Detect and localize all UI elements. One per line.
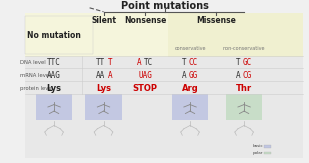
Text: AAG: AAG [47, 71, 61, 80]
Text: Lys: Lys [47, 84, 61, 93]
Text: Arg: Arg [182, 84, 198, 93]
Text: Point mutations: Point mutations [121, 1, 209, 11]
Text: Lys: Lys [96, 84, 111, 93]
Text: Thr: Thr [236, 84, 252, 93]
Text: Nonsense: Nonsense [124, 16, 167, 25]
FancyBboxPatch shape [226, 94, 263, 120]
Text: TT: TT [96, 58, 105, 67]
Text: Missense: Missense [196, 16, 236, 25]
Text: A: A [182, 71, 186, 80]
Text: polar: polar [253, 151, 263, 155]
FancyBboxPatch shape [168, 13, 303, 57]
Text: CC: CC [188, 58, 198, 67]
Text: TC: TC [144, 58, 153, 67]
Text: T: T [108, 58, 112, 67]
Text: A: A [236, 71, 240, 80]
Text: TTC: TTC [47, 58, 61, 67]
Text: UAG: UAG [138, 71, 152, 80]
FancyBboxPatch shape [264, 152, 271, 154]
Text: CG: CG [243, 71, 252, 80]
FancyBboxPatch shape [85, 94, 122, 120]
Text: basic: basic [253, 144, 263, 148]
Text: DNA level: DNA level [20, 60, 46, 65]
Text: mRNA level: mRNA level [20, 73, 51, 78]
Text: No mutation: No mutation [27, 30, 81, 40]
Text: non-conservative: non-conservative [223, 46, 265, 51]
FancyBboxPatch shape [36, 94, 72, 120]
Text: protein level: protein level [20, 86, 53, 91]
FancyBboxPatch shape [264, 145, 271, 148]
Text: AA: AA [96, 71, 105, 80]
Text: Silent: Silent [91, 16, 116, 25]
FancyBboxPatch shape [25, 55, 303, 158]
Text: conservative: conservative [174, 46, 206, 51]
Text: A: A [108, 71, 112, 80]
Text: A: A [137, 58, 141, 67]
Text: GG: GG [188, 71, 198, 80]
Text: STOP: STOP [133, 84, 158, 93]
FancyBboxPatch shape [172, 94, 209, 120]
FancyBboxPatch shape [25, 16, 93, 54]
FancyBboxPatch shape [25, 13, 303, 57]
Text: T: T [236, 58, 240, 67]
Text: GC: GC [243, 58, 252, 67]
Text: T: T [182, 58, 186, 67]
